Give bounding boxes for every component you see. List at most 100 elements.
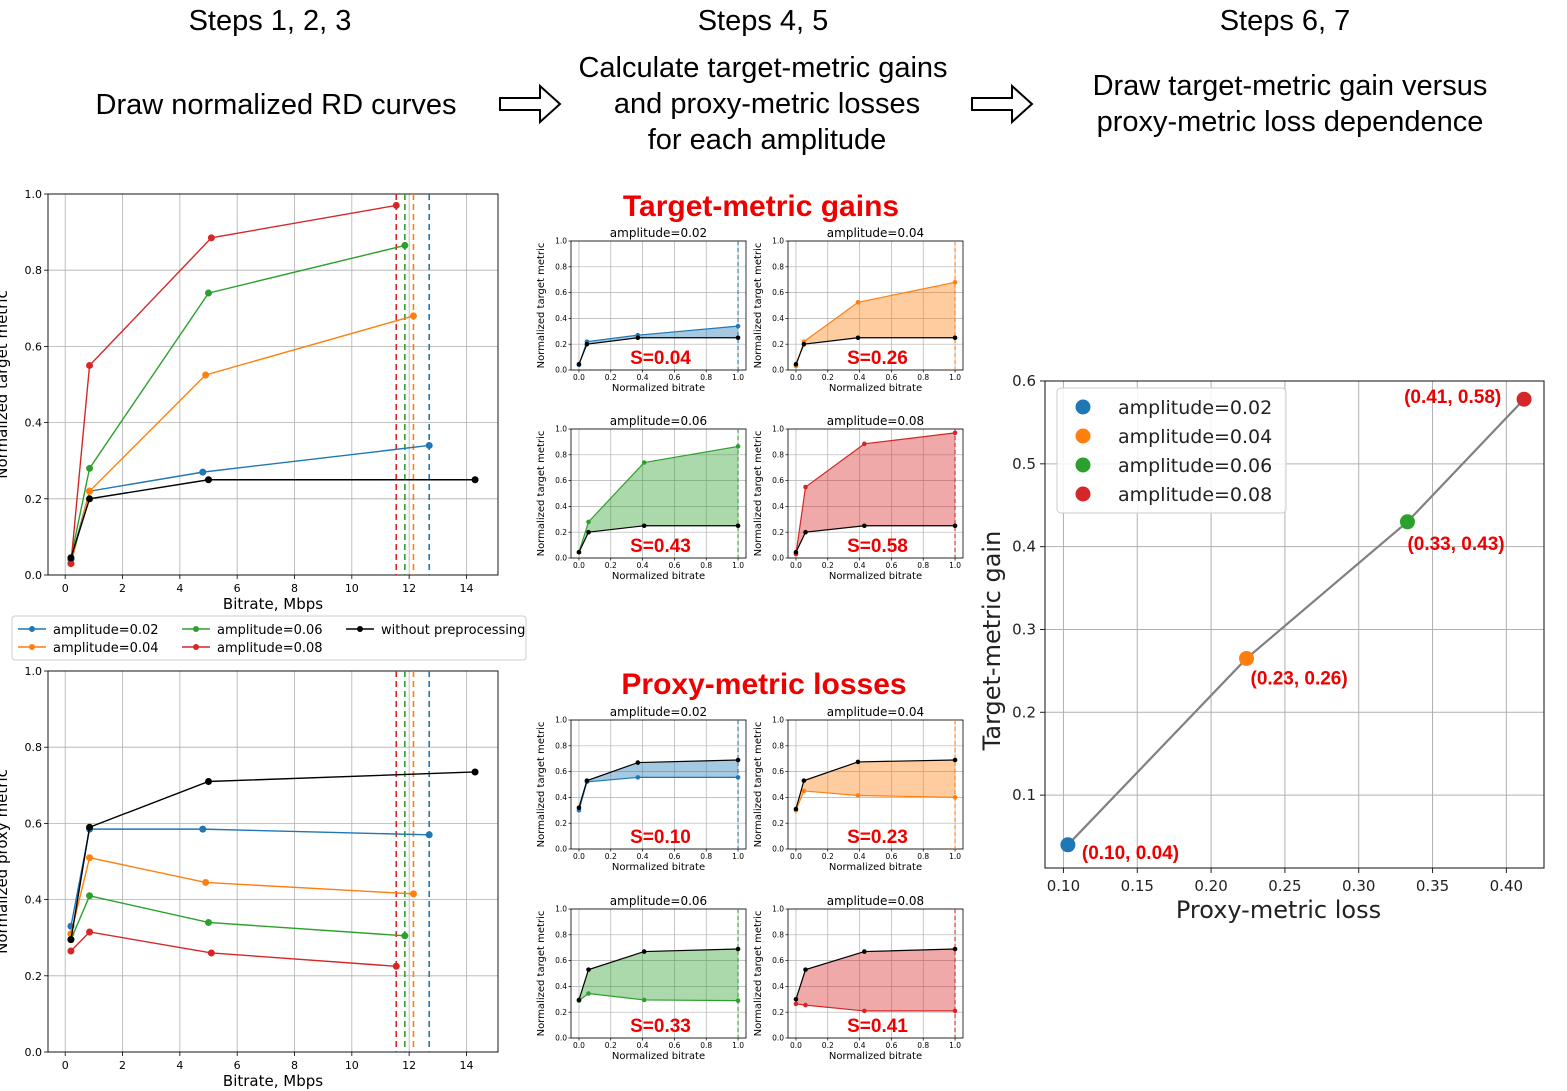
data-point <box>641 523 647 529</box>
data-point <box>86 928 94 936</box>
step-c-description-line-1: Draw target-metric gain versus <box>1093 70 1488 102</box>
y-tick-label: 0.8 <box>25 264 43 277</box>
x-tick-label: 0.4 <box>854 1041 866 1050</box>
y-tick-label: 0.0 <box>555 554 567 563</box>
data-point <box>793 549 799 555</box>
x-tick-label: 0.8 <box>700 852 712 861</box>
legend-swatch-marker <box>193 626 199 632</box>
subplot-title: amplitude=0.02 <box>610 226 707 240</box>
x-tick-label: 1.0 <box>949 1041 961 1050</box>
y-tick-label: 0.6 <box>555 288 567 297</box>
data-point <box>855 335 861 341</box>
difference-area <box>578 759 739 811</box>
x-tick-label: 0 <box>62 582 69 595</box>
x-tick-label: 1.0 <box>732 1041 744 1050</box>
y-axis-label: Normalized target metric <box>753 243 764 369</box>
x-tick-label: 0.25 <box>1268 877 1301 895</box>
x-tick-label: 0.10 <box>1047 877 1080 895</box>
x-tick-label: 0.6 <box>668 373 680 382</box>
y-tick-label: 0.6 <box>555 476 567 485</box>
series-line <box>795 759 956 810</box>
series-line <box>578 445 739 553</box>
legend-frame <box>1056 387 1287 514</box>
data-point <box>793 997 799 1002</box>
x-tick-label: 1.0 <box>732 561 744 570</box>
rd-legend: amplitude=0.02 amplitude=0.04 amplitude=… <box>11 615 527 661</box>
x-tick-label: 0.8 <box>917 373 929 382</box>
data-point <box>641 949 647 954</box>
subplot-title: amplitude=0.06 <box>610 894 707 908</box>
y-tick-label: 0.4 <box>555 793 567 802</box>
y-tick-label: 0.4 <box>25 417 43 430</box>
data-point <box>635 335 641 341</box>
x-tick-label: 10 <box>345 1059 359 1072</box>
y-tick-label: 0.2 <box>772 528 784 537</box>
x-tick-label: 0.15 <box>1121 877 1154 895</box>
x-tick-label: 0.4 <box>637 561 649 570</box>
x-axis-label: Normalized bitrate <box>829 383 922 394</box>
y-tick-label: 0.2 <box>772 1008 784 1017</box>
subplot-title: amplitude=0.02 <box>610 705 707 719</box>
y-tick-label: 1.0 <box>555 237 567 246</box>
subplot-title: amplitude=0.04 <box>827 705 924 719</box>
legend-item: amplitude=0.08 <box>182 641 323 656</box>
y-tick-label: 1.0 <box>772 716 784 725</box>
data-point <box>409 890 417 898</box>
legend-item: amplitude=0.02 <box>18 623 159 638</box>
gain-chart-amplitude-006: 0.0 0.2 0.4 0.6 0.8 1.0 0.0 0.2 0.4 0.6 0.8 1.0 Norm… <box>536 414 747 582</box>
y-axis-label: Normalized target metric <box>536 911 547 1037</box>
scatter-point <box>1239 650 1255 666</box>
series-line <box>70 204 397 564</box>
area-value-label: S=0.04 <box>630 348 691 369</box>
data-point <box>202 878 210 886</box>
y-tick-label: 0.6 <box>772 476 784 485</box>
y-tick-label: 1.0 <box>555 716 567 725</box>
plot-frame <box>570 240 747 371</box>
x-tick-label: 12 <box>402 582 416 595</box>
x-tick-label: 6 <box>234 582 241 595</box>
data-point <box>67 554 75 562</box>
y-axis-label: Normalized target metric <box>753 911 764 1037</box>
data-point <box>952 335 958 341</box>
y-tick-label: 0.4 <box>25 894 43 907</box>
y-tick-label: 1.0 <box>772 237 784 246</box>
plot-frame <box>787 719 964 850</box>
data-point <box>586 991 591 996</box>
x-tick-label: 0.8 <box>917 561 929 570</box>
gain-chart-amplitude-008: 0.0 0.2 0.4 0.6 0.8 1.0 0.0 0.2 0.4 0.6 0.8 1.0 Norm… <box>753 414 964 582</box>
x-tick-label: 0.0 <box>790 1041 802 1050</box>
y-tick-label: 0.2 <box>555 528 567 537</box>
rd-target-chart: 0 2 4 6 8 10 12 14 0.0 0.2 0.4 0.6 0.8 1.0 Bitrate, Mb… <box>0 188 499 613</box>
data-point <box>952 430 958 436</box>
plot-frame <box>787 428 964 559</box>
area-value-label: S=0.10 <box>630 827 691 848</box>
data-point <box>862 949 867 954</box>
y-tick-label: 0.2 <box>555 1008 567 1017</box>
y-tick-label: 0.6 <box>25 817 43 830</box>
x-tick-label: 0.0 <box>573 373 585 382</box>
legend-label: amplitude=0.02 <box>53 623 159 638</box>
x-tick-label: 0.8 <box>917 852 929 861</box>
step-b-description-line-2: and proxy-metric losses <box>614 88 920 120</box>
data-point <box>952 757 958 763</box>
data-point <box>803 484 808 490</box>
series-line <box>795 525 956 553</box>
data-point <box>952 795 958 800</box>
area-value-label: S=0.23 <box>847 827 908 848</box>
y-tick-label: 0.6 <box>1012 372 1036 390</box>
data-point <box>801 778 807 783</box>
x-axis-label: Normalized bitrate <box>829 862 922 873</box>
data-point <box>586 967 591 972</box>
x-tick-label: 8 <box>291 1059 298 1072</box>
data-point <box>793 361 799 367</box>
x-tick-label: 12 <box>402 1059 416 1072</box>
y-tick-label: 0.0 <box>555 366 567 375</box>
series-line <box>795 790 956 811</box>
y-axis-label: Normalized target metric <box>753 722 764 848</box>
data-point <box>199 468 207 476</box>
series-line <box>578 776 739 811</box>
x-tick-label: 0.6 <box>668 561 680 570</box>
y-tick-label: 1.0 <box>555 425 567 434</box>
series-line <box>578 992 739 1002</box>
legend-marker <box>1075 399 1091 415</box>
